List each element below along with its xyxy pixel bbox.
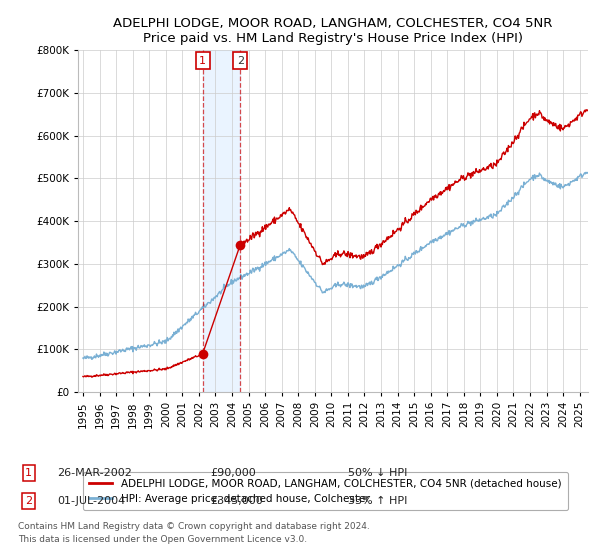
Text: 1: 1	[199, 55, 206, 66]
Text: 2: 2	[237, 55, 244, 66]
Text: 1: 1	[25, 468, 32, 478]
Text: 26-MAR-2002: 26-MAR-2002	[57, 468, 132, 478]
Text: £90,000: £90,000	[210, 468, 256, 478]
Text: 50% ↓ HPI: 50% ↓ HPI	[348, 468, 407, 478]
Text: £345,000: £345,000	[210, 496, 263, 506]
Text: Contains HM Land Registry data © Crown copyright and database right 2024.: Contains HM Land Registry data © Crown c…	[18, 522, 370, 531]
Bar	[203, 50, 240, 392]
Text: This data is licensed under the Open Government Licence v3.0.: This data is licensed under the Open Gov…	[18, 535, 307, 544]
Legend: ADELPHI LODGE, MOOR ROAD, LANGHAM, COLCHESTER, CO4 5NR (detached house), HPI: Av: ADELPHI LODGE, MOOR ROAD, LANGHAM, COLCH…	[83, 473, 568, 510]
Text: 2: 2	[25, 496, 32, 506]
Text: 33% ↑ HPI: 33% ↑ HPI	[348, 496, 407, 506]
Title: ADELPHI LODGE, MOOR ROAD, LANGHAM, COLCHESTER, CO4 5NR
Price paid vs. HM Land Re: ADELPHI LODGE, MOOR ROAD, LANGHAM, COLCH…	[113, 17, 553, 45]
Text: 01-JUL-2004: 01-JUL-2004	[57, 496, 125, 506]
